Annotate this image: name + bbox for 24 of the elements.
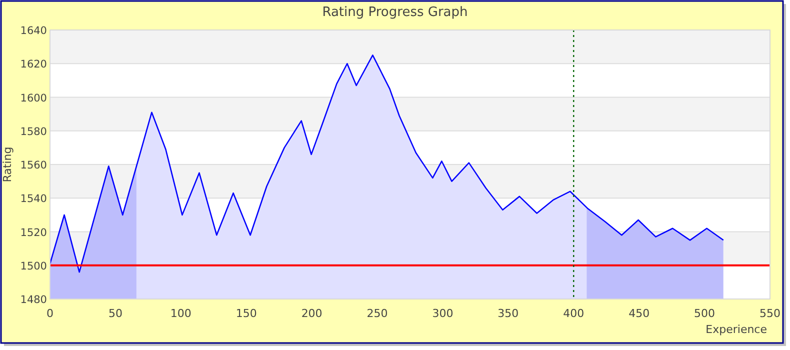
y-tick-label: 1580 [20,126,47,138]
x-tick-label: 250 [366,307,388,320]
x-tick-label: 0 [46,307,54,320]
x-tick-label: 100 [170,307,192,320]
chart-title: Rating Progress Graph [322,5,468,20]
y-axis-title: Rating [1,146,14,182]
x-tick-label: 300 [432,307,454,320]
x-tick-label: 350 [498,307,519,320]
y-tick-label: 1600 [20,92,47,104]
x-tick-label: 50 [108,307,122,320]
x-tick-label: 550 [760,307,780,320]
y-tick-label: 1640 [20,25,47,37]
y-tick-label: 1620 [20,58,47,71]
y-tick-label: 1560 [20,160,47,172]
y-tick-label: 1540 [20,193,47,206]
x-tick-label: 150 [236,307,257,320]
x-tick-label: 450 [628,307,650,320]
x-axis-title: Experience [706,323,768,336]
x-tick-label: 500 [694,307,716,320]
y-tick-label: 1500 [20,260,47,272]
y-tick-label: 1520 [20,226,47,239]
y-tick-label: 1480 [20,294,47,306]
x-tick-label: 200 [301,307,322,320]
x-tick-label: 400 [563,307,584,320]
